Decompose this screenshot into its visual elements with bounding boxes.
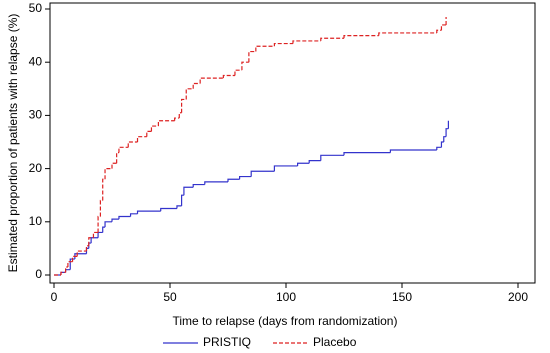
series-line [76,250,87,257]
y-tick-label: 20 [29,161,43,175]
series-line [239,175,252,180]
series-line [389,149,437,153]
legend-label: Placebo [313,335,357,349]
series-line [181,98,187,113]
series-line [136,210,161,214]
series-line [378,32,437,36]
y-tick-label: 40 [29,54,43,68]
series-line [192,82,201,89]
series-line [445,128,449,137]
series-line [204,181,228,185]
x-tick-label: 50 [163,290,177,304]
y-axis-title: Estimated proportion of patients with re… [6,14,20,273]
y-tick-label: 10 [29,214,43,228]
series-line [88,237,94,246]
series-line [127,141,138,148]
series-line [185,88,194,100]
series-line [65,266,68,273]
series-line [92,231,99,238]
series-line [199,77,224,84]
series-line [69,258,75,270]
series-line [183,186,194,196]
series-line [71,255,78,262]
series-line [116,152,119,164]
y-tick-label: 50 [29,1,43,15]
series-line [160,207,177,212]
series-line [176,205,182,209]
x-tick-label: 0 [51,290,58,304]
series-line [104,168,112,180]
series-line [60,271,66,275]
y-tick-label: 30 [29,108,43,122]
series-line [192,183,205,188]
series-line [74,253,87,260]
series-line [436,146,442,150]
series-line [273,165,298,172]
series-line [292,40,321,44]
series-line [67,261,73,268]
series-line [97,231,103,238]
series-line [343,35,379,39]
series-line [102,178,106,201]
series-line [443,136,447,142]
series-line [234,69,242,76]
series-line [90,237,99,244]
series-line [440,24,447,31]
series-line [104,221,112,228]
series-line [436,29,442,33]
series-line [181,194,184,206]
series-line [273,42,293,47]
series-line [129,213,138,217]
x-tick-label: 200 [508,290,528,304]
series-line [222,74,235,79]
series-line [174,117,180,121]
series-line [85,245,89,252]
series-line [343,152,391,156]
x-tick-label: 100 [276,290,296,304]
series-line [227,178,240,182]
series-line [150,125,159,132]
series-line [440,141,444,148]
series-line [111,218,119,222]
series-line [136,136,147,142]
series-line [241,61,249,71]
series-line [255,45,275,52]
series-line [99,199,103,217]
series-line [250,170,275,177]
plot-frame [49,2,536,284]
series-line [97,215,101,233]
series-line [118,146,129,153]
series-line [178,112,182,119]
series-line [102,226,106,233]
series-line [65,269,71,273]
x-tick-label: 150 [392,290,412,304]
series-line [118,215,131,220]
legend-label: PRISTIQ [203,335,251,349]
series-line [308,160,321,164]
x-axis-title: Time to relapse (days from randomization… [173,314,398,328]
y-tick-label: 0 [35,267,42,281]
series-line [320,37,344,41]
series-line [297,162,310,166]
series-line [157,120,175,127]
series-line [111,162,117,169]
series-line [146,130,152,137]
series-line [248,50,256,63]
series-line [320,154,344,161]
